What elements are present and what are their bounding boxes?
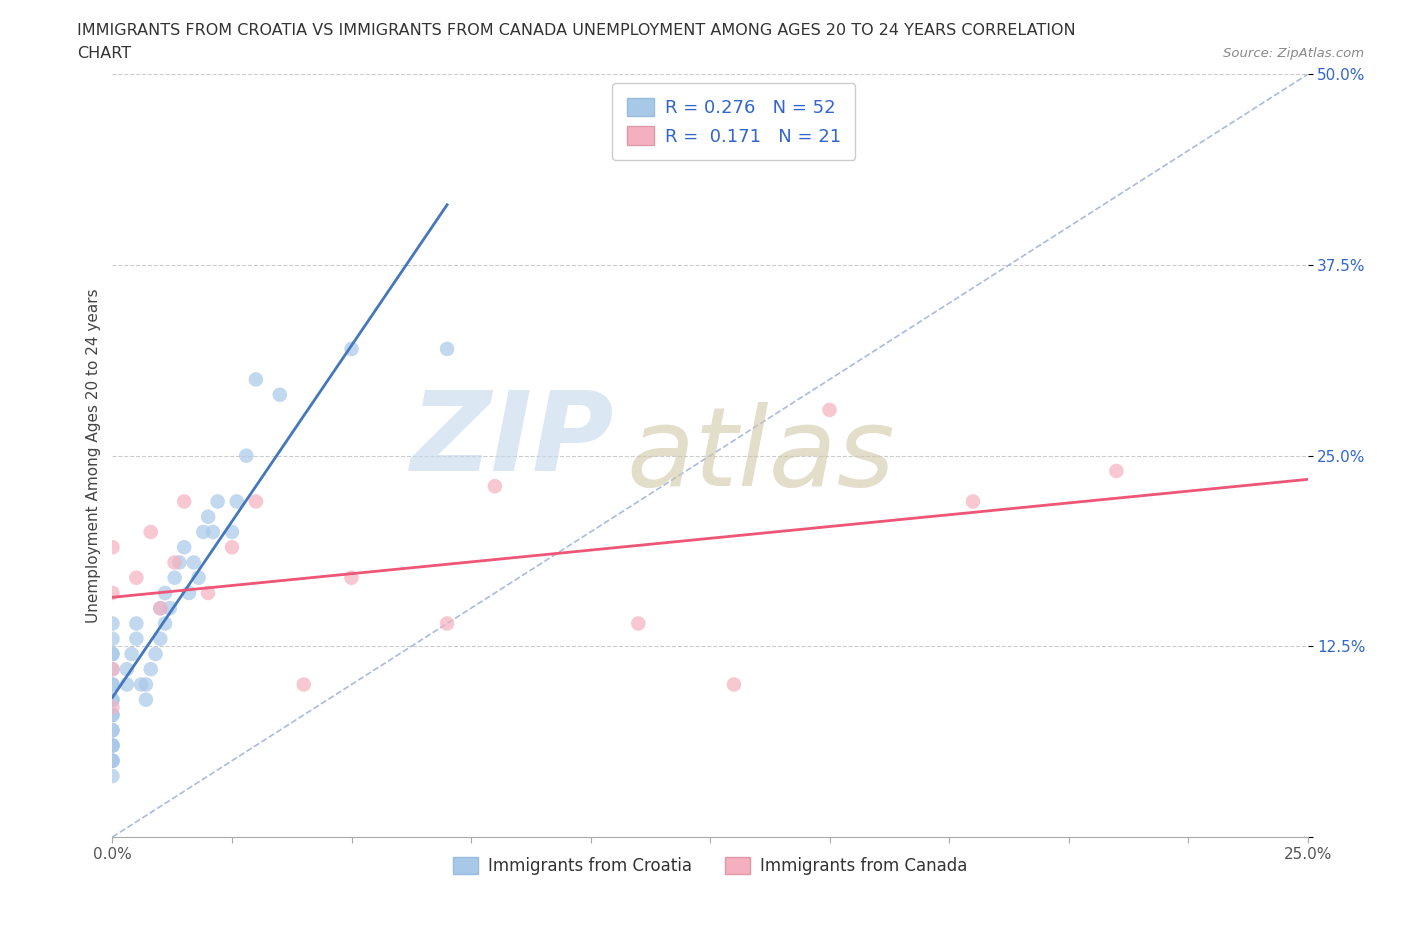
Point — [101, 646, 124, 661]
Point — [292, 677, 315, 692]
Point — [101, 738, 124, 753]
Point — [135, 692, 157, 707]
Point — [235, 448, 257, 463]
Point — [101, 753, 124, 768]
Point — [723, 677, 745, 692]
Point — [125, 616, 148, 631]
Point — [101, 631, 124, 646]
Point — [101, 677, 124, 692]
Point — [149, 601, 172, 616]
Point — [101, 662, 124, 677]
Legend: Immigrants from Croatia, Immigrants from Canada: Immigrants from Croatia, Immigrants from… — [446, 851, 974, 882]
Point — [484, 479, 506, 494]
Point — [139, 525, 162, 539]
Point — [163, 555, 186, 570]
Point — [129, 677, 152, 692]
Point — [101, 753, 124, 768]
Point — [221, 539, 243, 554]
Point — [340, 570, 363, 585]
Point — [177, 586, 200, 601]
Text: atlas: atlas — [627, 402, 896, 510]
Point — [101, 708, 124, 723]
Point — [125, 570, 148, 585]
Point — [169, 555, 191, 570]
Text: IMMIGRANTS FROM CROATIA VS IMMIGRANTS FROM CANADA UNEMPLOYMENT AMONG AGES 20 TO : IMMIGRANTS FROM CROATIA VS IMMIGRANTS FR… — [77, 23, 1076, 38]
Point — [245, 494, 267, 509]
Text: ZIP: ZIP — [411, 387, 614, 494]
Point — [149, 601, 172, 616]
Point — [163, 570, 186, 585]
Point — [207, 494, 229, 509]
Point — [153, 616, 176, 631]
Point — [245, 372, 267, 387]
Point — [201, 525, 224, 539]
Point — [159, 601, 181, 616]
Point — [101, 700, 124, 715]
Point — [436, 341, 458, 356]
Point — [101, 723, 124, 737]
Point — [101, 662, 124, 677]
Point — [101, 738, 124, 753]
Point — [818, 403, 841, 418]
Text: Source: ZipAtlas.com: Source: ZipAtlas.com — [1223, 46, 1364, 60]
Point — [153, 586, 176, 601]
Point — [101, 616, 124, 631]
Point — [225, 494, 247, 509]
Point — [101, 708, 124, 723]
Point — [101, 692, 124, 707]
Point — [101, 738, 124, 753]
Point — [101, 723, 124, 737]
Point — [145, 646, 167, 661]
Point — [197, 586, 219, 601]
Point — [269, 387, 291, 402]
Point — [125, 631, 148, 646]
Point — [139, 662, 162, 677]
Point — [962, 494, 984, 509]
Point — [121, 646, 143, 661]
Point — [101, 646, 124, 661]
Point — [173, 539, 195, 554]
Point — [115, 662, 138, 677]
Point — [173, 494, 195, 509]
Text: CHART: CHART — [77, 46, 131, 61]
Point — [101, 539, 124, 554]
Point — [101, 768, 124, 783]
Point — [101, 677, 124, 692]
Y-axis label: Unemployment Among Ages 20 to 24 years: Unemployment Among Ages 20 to 24 years — [86, 288, 101, 623]
Point — [193, 525, 215, 539]
Point — [101, 753, 124, 768]
Point — [221, 525, 243, 539]
Point — [197, 510, 219, 525]
Point — [340, 341, 363, 356]
Point — [187, 570, 209, 585]
Point — [135, 677, 157, 692]
Point — [436, 616, 458, 631]
Point — [101, 586, 124, 601]
Point — [627, 616, 650, 631]
Point — [1105, 463, 1128, 478]
Point — [101, 692, 124, 707]
Point — [149, 631, 172, 646]
Point — [115, 677, 138, 692]
Point — [183, 555, 205, 570]
